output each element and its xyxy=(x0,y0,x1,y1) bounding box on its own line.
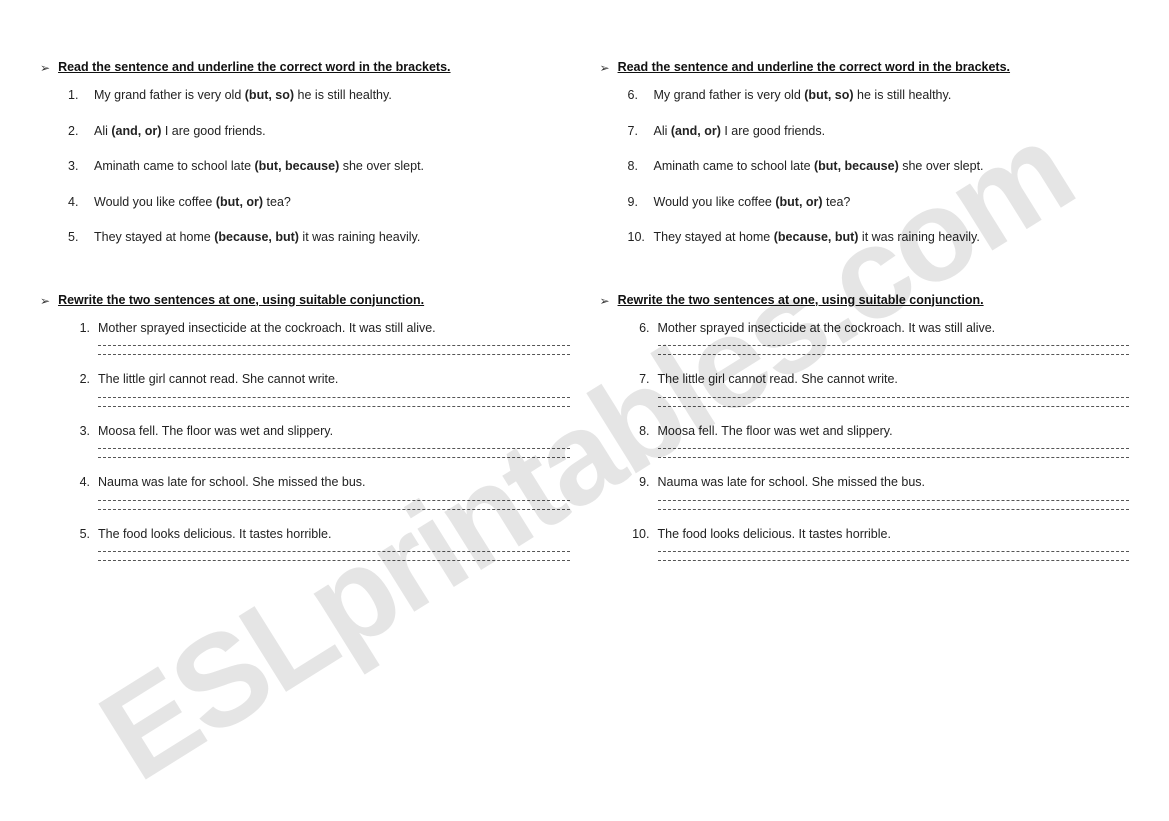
item-number: 7. xyxy=(628,371,658,389)
item-text: Would you like coffee (but, or) tea? xyxy=(94,194,570,212)
item-number: 9. xyxy=(628,194,654,212)
heading-row: ➢ Rewrite the two sentences at one, usin… xyxy=(40,293,570,308)
answer-line xyxy=(658,560,1130,561)
answer-line xyxy=(98,345,570,346)
sentence-item: 9. Would you like coffee (but, or) tea? xyxy=(628,194,1130,212)
item-number: 5. xyxy=(68,526,98,544)
rewrite-item: 6.Mother sprayed insecticide at the cock… xyxy=(628,320,1130,364)
left-column: ➢ Read the sentence and underline the co… xyxy=(40,60,570,605)
item-number: 10. xyxy=(628,526,658,544)
sentence-item: 1. My grand father is very old (but, so)… xyxy=(68,87,570,105)
sentence-item: 7. Ali (and, or) I are good friends. xyxy=(628,123,1130,141)
heading-row: ➢ Read the sentence and underline the co… xyxy=(600,60,1130,75)
rewrite-item: 4.Nauma was late for school. She missed … xyxy=(68,474,570,518)
left-section-2: ➢ Rewrite the two sentences at one, usin… xyxy=(40,293,570,578)
item-text: Aminath came to school late (but, becaus… xyxy=(94,158,570,176)
item-number: 1. xyxy=(68,320,98,338)
rewrite-item: 2.The little girl cannot read. She canno… xyxy=(68,371,570,415)
arrow-bullet-icon: ➢ xyxy=(600,294,610,308)
arrow-bullet-icon: ➢ xyxy=(40,294,50,308)
sentence-item: 5. They stayed at home (because, but) it… xyxy=(68,229,570,247)
item-text: Nauma was late for school. She missed th… xyxy=(98,474,570,492)
item-number: 8. xyxy=(628,158,654,176)
answer-line xyxy=(98,560,570,561)
item-number: 2. xyxy=(68,371,98,389)
item-number: 6. xyxy=(628,320,658,338)
item-number: 7. xyxy=(628,123,654,141)
item-text: Would you like coffee (but, or) tea? xyxy=(654,194,1130,212)
answer-line xyxy=(658,551,1130,552)
rewrite-item: 3.Moosa fell. The floor was wet and slip… xyxy=(68,423,570,467)
answer-line xyxy=(658,397,1130,398)
left-section-1: ➢ Read the sentence and underline the co… xyxy=(40,60,570,265)
section-heading: Rewrite the two sentences at one, using … xyxy=(58,293,424,307)
item-number: 4. xyxy=(68,194,94,212)
item-number: 10. xyxy=(628,229,654,247)
item-text: The food looks delicious. It tastes horr… xyxy=(658,526,1130,544)
answer-line xyxy=(98,509,570,510)
section-heading: Rewrite the two sentences at one, using … xyxy=(618,293,984,307)
item-number: 9. xyxy=(628,474,658,492)
sentence-item: 3. Aminath came to school late (but, bec… xyxy=(68,158,570,176)
item-number: 8. xyxy=(628,423,658,441)
item-text: The little girl cannot read. She cannot … xyxy=(98,371,570,389)
answer-line xyxy=(98,406,570,407)
item-number: 5. xyxy=(68,229,94,247)
item-text: Aminath came to school late (but, becaus… xyxy=(654,158,1130,176)
sentence-item: 8. Aminath came to school late (but, bec… xyxy=(628,158,1130,176)
sentence-item: 6. My grand father is very old (but, so)… xyxy=(628,87,1130,105)
sentence-item: 10. They stayed at home (because, but) i… xyxy=(628,229,1130,247)
item-text: Ali (and, or) I are good friends. xyxy=(654,123,1130,141)
worksheet-page: ➢ Read the sentence and underline the co… xyxy=(0,0,1169,605)
item-text: Ali (and, or) I are good friends. xyxy=(94,123,570,141)
section-heading: Read the sentence and underline the corr… xyxy=(58,60,450,74)
answer-line xyxy=(658,509,1130,510)
answer-line xyxy=(98,397,570,398)
answer-line xyxy=(658,406,1130,407)
item-number: 4. xyxy=(68,474,98,492)
item-text: The food looks delicious. It tastes horr… xyxy=(98,526,570,544)
sentence-item: 4. Would you like coffee (but, or) tea? xyxy=(68,194,570,212)
answer-line xyxy=(658,345,1130,346)
item-text: My grand father is very old (but, so) he… xyxy=(654,87,1130,105)
arrow-bullet-icon: ➢ xyxy=(40,61,50,75)
item-text: Mother sprayed insecticide at the cockro… xyxy=(658,320,1130,338)
answer-line xyxy=(98,500,570,501)
answer-line xyxy=(98,457,570,458)
heading-row: ➢ Rewrite the two sentences at one, usin… xyxy=(600,293,1130,308)
item-text: They stayed at home (because, but) it wa… xyxy=(94,229,570,247)
item-text: They stayed at home (because, but) it wa… xyxy=(654,229,1130,247)
item-text: Mother sprayed insecticide at the cockro… xyxy=(98,320,570,338)
rewrite-item: 9.Nauma was late for school. She missed … xyxy=(628,474,1130,518)
answer-line xyxy=(658,457,1130,458)
answer-line xyxy=(658,500,1130,501)
answer-line xyxy=(98,551,570,552)
item-number: 1. xyxy=(68,87,94,105)
answer-line xyxy=(98,448,570,449)
item-number: 6. xyxy=(628,87,654,105)
sentence-item: 2. Ali (and, or) I are good friends. xyxy=(68,123,570,141)
arrow-bullet-icon: ➢ xyxy=(600,61,610,75)
item-number: 3. xyxy=(68,423,98,441)
heading-row: ➢ Read the sentence and underline the co… xyxy=(40,60,570,75)
item-number: 3. xyxy=(68,158,94,176)
rewrite-item: 7.The little girl cannot read. She canno… xyxy=(628,371,1130,415)
answer-line xyxy=(98,354,570,355)
right-section-2: ➢ Rewrite the two sentences at one, usin… xyxy=(600,293,1130,578)
item-number: 2. xyxy=(68,123,94,141)
rewrite-item: 1.Mother sprayed insecticide at the cock… xyxy=(68,320,570,364)
right-column: ➢ Read the sentence and underline the co… xyxy=(600,60,1130,605)
section-heading: Read the sentence and underline the corr… xyxy=(618,60,1010,74)
item-text: Moosa fell. The floor was wet and slippe… xyxy=(98,423,570,441)
item-text: Moosa fell. The floor was wet and slippe… xyxy=(658,423,1130,441)
rewrite-item: 5.The food looks delicious. It tastes ho… xyxy=(68,526,570,570)
item-text: Nauma was late for school. She missed th… xyxy=(658,474,1130,492)
rewrite-item: 10.The food looks delicious. It tastes h… xyxy=(628,526,1130,570)
answer-line xyxy=(658,354,1130,355)
right-section-1: ➢ Read the sentence and underline the co… xyxy=(600,60,1130,265)
item-text: The little girl cannot read. She cannot … xyxy=(658,371,1130,389)
item-text: My grand father is very old (but, so) he… xyxy=(94,87,570,105)
answer-line xyxy=(658,448,1130,449)
rewrite-item: 8.Moosa fell. The floor was wet and slip… xyxy=(628,423,1130,467)
